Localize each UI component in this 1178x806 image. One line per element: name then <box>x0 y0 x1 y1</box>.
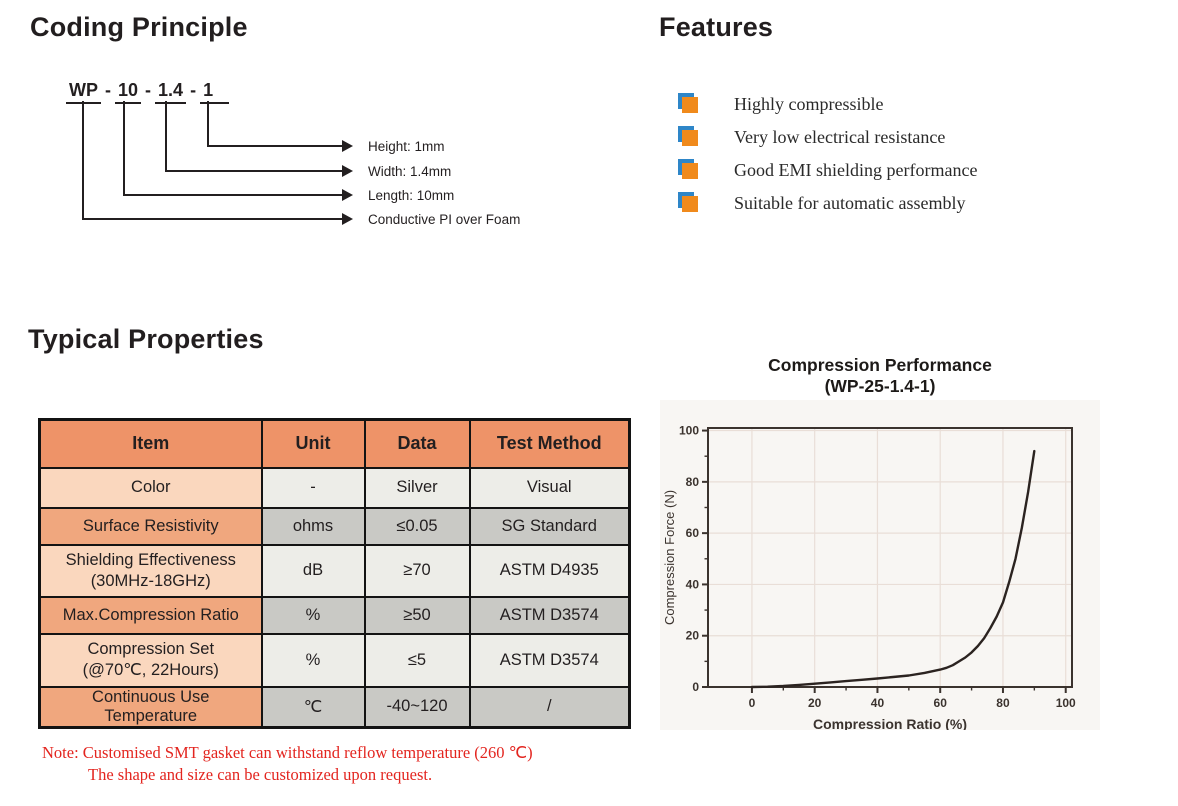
data-series-line <box>750 449 1036 689</box>
column-header-data: Data <box>363 418 471 469</box>
cell-data: ≥70 <box>363 543 471 598</box>
leader-line-height <box>207 101 353 152</box>
x-tick-label: 100 <box>1056 696 1076 710</box>
column-header-test-method: Test Method <box>468 418 631 469</box>
table-row: Max.Compression Ratio % ≥50 ASTM D3574 <box>38 595 631 635</box>
cell-test-method: ASTM D3574 <box>468 595 631 635</box>
y-tick-label: 100 <box>679 424 699 438</box>
cell-item: Max.Compression Ratio <box>38 595 263 635</box>
leader-line-material <box>82 101 353 225</box>
arrow-right-icon <box>342 189 353 201</box>
features-title: Features <box>659 12 774 42</box>
feature-text: Suitable for automatic assembly <box>734 193 966 213</box>
square-bullet-icon <box>682 162 698 179</box>
code-label-width: Width: 1.4mm <box>368 164 452 179</box>
features-list: Highly compressible Very low electrical … <box>678 88 977 220</box>
cell-unit: ℃ <box>260 685 366 728</box>
cell-item: Color <box>38 466 263 509</box>
code-separator: - <box>145 80 152 100</box>
y-tick-label: 0 <box>692 680 699 694</box>
note-text: Note: Customised SMT gasket can withstan… <box>42 742 533 786</box>
table-header-row: Item Unit Data Test Method <box>38 418 631 469</box>
feature-text: Good EMI shielding performance <box>734 160 978 180</box>
code-segment-width: 1.4 <box>155 80 187 104</box>
cell-item: Continuous Use Temperature <box>38 685 263 728</box>
list-item: Good EMI shielding performance <box>678 154 977 187</box>
cell-data: -40~120 <box>363 685 471 728</box>
cell-data: Silver <box>363 466 471 509</box>
cell-unit: % <box>260 632 366 688</box>
feature-text: Very low electrical resistance <box>734 127 946 147</box>
table-row: Compression Set (@70℃, 22Hours) % ≤5 AST… <box>38 632 631 688</box>
cell-data: ≤5 <box>363 632 471 688</box>
square-bullet-icon <box>682 195 698 212</box>
cell-test-method: ASTM D4935 <box>468 543 631 598</box>
column-header-unit: Unit <box>260 418 366 469</box>
cell-unit: ohms <box>260 506 366 546</box>
cell-unit: - <box>260 466 366 509</box>
x-tick-label: 80 <box>996 696 1010 710</box>
cell-item: Surface Resistivity <box>38 506 263 546</box>
table-row: Shielding Effectiveness (30MHz-18GHz) dB… <box>38 543 631 598</box>
chart-svg: 0 20 40 60 80 100 0 20 40 60 80 100 Compression Rati… <box>662 424 1076 732</box>
leader-line-width <box>165 101 353 177</box>
column-header-item: Item <box>38 418 263 469</box>
x-tick-label: 60 <box>934 696 948 710</box>
note-line-1: Note: Customised SMT gasket can withstan… <box>42 743 533 762</box>
arrow-right-icon <box>342 213 353 225</box>
table-row: Color - Silver Visual <box>38 466 631 509</box>
code-segment-height: 1 <box>200 80 230 104</box>
arrow-right-icon <box>342 165 353 177</box>
note-line-2: The shape and size can be customized upo… <box>88 765 433 784</box>
compression-performance-chart: 0 20 40 60 80 100 0 20 40 60 80 100 Compression Rati… <box>660 400 1100 732</box>
cell-test-method: SG Standard <box>468 506 631 546</box>
arrow-right-icon <box>342 140 353 152</box>
list-item: Very low electrical resistance <box>678 121 977 154</box>
list-item: Highly compressible <box>678 88 977 121</box>
product-code: WP -10-1.4-1 <box>66 80 230 104</box>
plot-frame <box>707 427 1073 688</box>
properties-table: Item Unit Data Test Method Color - Silve… <box>38 418 631 729</box>
y-tick-label: 80 <box>686 475 700 489</box>
y-tick-label: 40 <box>686 577 700 591</box>
cell-item: Compression Set (@70℃, 22Hours) <box>38 632 263 688</box>
cell-test-method: Visual <box>468 466 631 509</box>
code-separator: - <box>190 80 197 100</box>
chart-title-line2: (WP-25-1.4-1) <box>824 376 936 396</box>
x-tick-label: 0 <box>749 696 756 710</box>
code-label-height: Height: 1mm <box>368 139 445 154</box>
list-item: Suitable for automatic assembly <box>678 187 977 220</box>
cell-test-method: / <box>468 685 631 728</box>
code-separator: - <box>105 80 111 100</box>
table-row: Continuous Use Temperature ℃ -40~120 / <box>38 685 631 728</box>
code-segment-length: 10 <box>115 80 142 104</box>
typical-properties-title: Typical Properties <box>28 324 264 354</box>
y-axis-label: Compression Force (N) <box>662 490 677 625</box>
square-bullet-icon <box>682 129 698 146</box>
leader-line-length <box>123 101 353 201</box>
table-row: Surface Resistivity ohms ≤0.05 SG Standa… <box>38 506 631 546</box>
chart-title-line1: Compression Performance <box>768 355 992 375</box>
cell-item: Shielding Effectiveness (30MHz-18GHz) <box>38 543 263 598</box>
cell-data: ≤0.05 <box>363 506 471 546</box>
square-bullet-icon <box>682 96 698 113</box>
x-tick-label: 20 <box>808 696 822 710</box>
y-tick-label: 60 <box>686 526 700 540</box>
cell-unit: % <box>260 595 366 635</box>
coding-principle-title: Coding Principle <box>30 12 248 42</box>
code-label-length: Length: 10mm <box>368 188 455 203</box>
feature-text: Highly compressible <box>734 94 884 114</box>
cell-test-method: ASTM D3574 <box>468 632 631 688</box>
code-label-material: Conductive PI over Foam <box>368 212 521 227</box>
chart-title: Compression Performance (WP-25-1.4-1) <box>660 355 1100 397</box>
x-axis-label: Compression Ratio (%) <box>813 716 967 730</box>
y-tick-label: 20 <box>686 629 700 643</box>
x-tick-label: 40 <box>871 696 885 710</box>
cell-data: ≥50 <box>363 595 471 635</box>
cell-unit: dB <box>260 543 366 598</box>
